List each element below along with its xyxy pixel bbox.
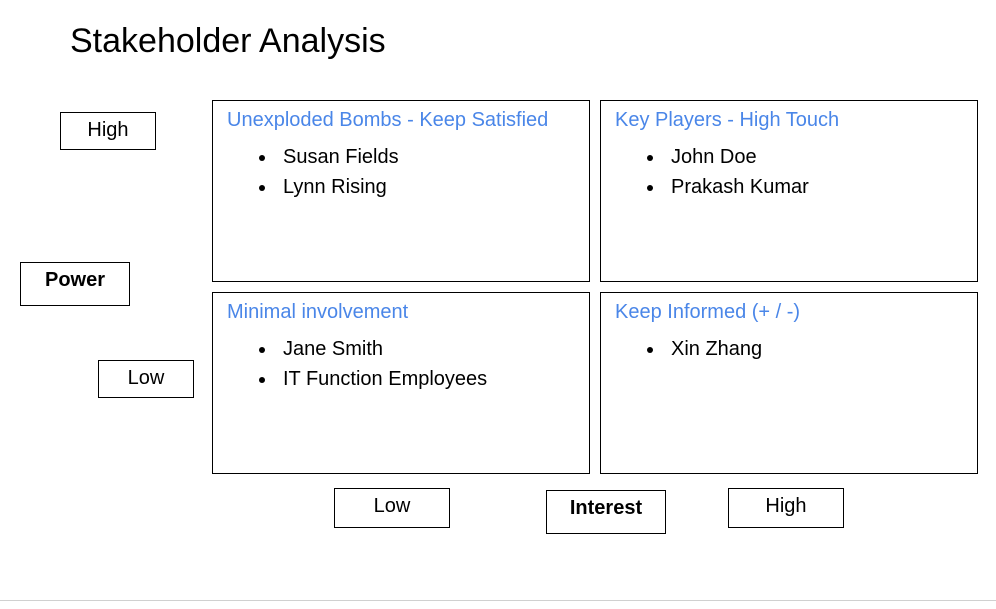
quadrant-bottom-left: Minimal involvement Jane Smith IT Functi…: [212, 292, 590, 474]
power-high-text: High: [87, 119, 128, 141]
quadrant-bottom-right-title: Keep Informed (+ / -): [615, 301, 963, 324]
page-title: Stakeholder Analysis: [70, 22, 386, 61]
list-item: Prakash Kumar: [665, 172, 963, 202]
quadrant-top-left-title: Unexploded Bombs - Keep Satisfied: [227, 109, 575, 132]
list-item: Lynn Rising: [277, 172, 575, 202]
interest-high-text: High: [765, 495, 806, 517]
quadrant-top-left: Unexploded Bombs - Keep Satisfied Susan …: [212, 100, 590, 282]
quadrant-bottom-left-list: Jane Smith IT Function Employees: [227, 334, 575, 394]
list-item: John Doe: [665, 142, 963, 172]
list-item: IT Function Employees: [277, 364, 575, 394]
power-axis-label: Power: [20, 262, 130, 306]
quadrant-top-left-list: Susan Fields Lynn Rising: [227, 142, 575, 202]
power-high-label: High: [60, 112, 156, 150]
quadrant-top-right-title: Key Players - High Touch: [615, 109, 963, 132]
power-low-label: Low: [98, 360, 194, 398]
quadrant-bottom-right: Keep Informed (+ / -) Xin Zhang: [600, 292, 978, 474]
quadrant-top-right: Key Players - High Touch John Doe Prakas…: [600, 100, 978, 282]
interest-axis-label: Interest: [546, 490, 666, 534]
power-axis-text: Power: [45, 269, 105, 291]
bottom-rule: [0, 600, 996, 601]
quadrant-bottom-left-title: Minimal involvement: [227, 301, 575, 324]
list-item: Jane Smith: [277, 334, 575, 364]
quadrant-top-right-list: John Doe Prakash Kumar: [615, 142, 963, 202]
interest-axis-text: Interest: [570, 497, 642, 519]
power-low-text: Low: [128, 367, 165, 389]
interest-high-label: High: [728, 488, 844, 528]
interest-low-label: Low: [334, 488, 450, 528]
interest-low-text: Low: [374, 495, 411, 517]
list-item: Xin Zhang: [665, 334, 963, 364]
quadrant-bottom-right-list: Xin Zhang: [615, 334, 963, 364]
list-item: Susan Fields: [277, 142, 575, 172]
